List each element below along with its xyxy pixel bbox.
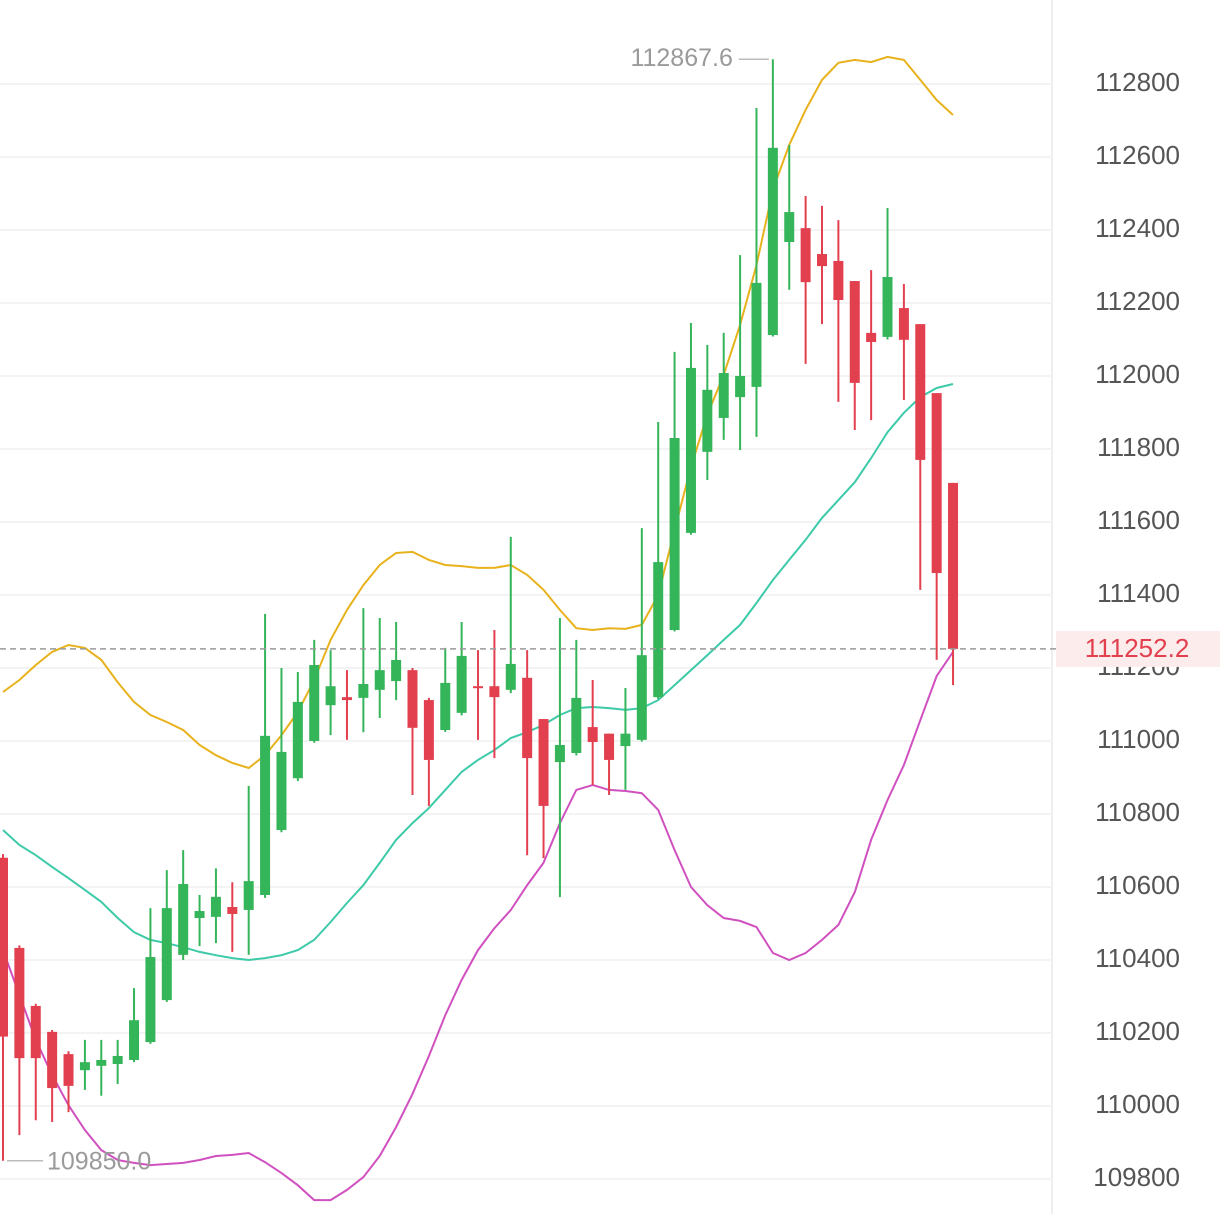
candle-body (882, 277, 893, 337)
candle-body (685, 367, 696, 533)
candle-body (898, 308, 909, 340)
y-tick-label: 112000 (1095, 359, 1180, 389)
candle-body (145, 957, 156, 1043)
candle-body (276, 751, 287, 831)
y-tick-label: 112800 (1095, 67, 1180, 97)
candle-body (391, 659, 402, 682)
candle-body (210, 896, 221, 917)
candle-body (948, 482, 959, 649)
y-tick-label: 109800 (1093, 1162, 1180, 1192)
candle-body (129, 1020, 140, 1060)
y-tick-label: 110800 (1095, 797, 1180, 827)
candle-body (587, 727, 598, 743)
candle-body (423, 700, 434, 760)
candle-body (735, 375, 746, 398)
max-label: 112867.6 (630, 44, 732, 72)
y-tick-label: 111600 (1097, 505, 1180, 535)
candle-body (30, 1005, 41, 1059)
candle-body (669, 438, 680, 630)
candle-body (571, 697, 582, 754)
candle-body (63, 1054, 74, 1086)
candle-body (866, 332, 877, 343)
candle-body (407, 670, 418, 728)
y-tick-label: 112600 (1095, 140, 1180, 170)
min-label: 109850.0 (47, 1147, 151, 1175)
y-tick-label: 110000 (1095, 1089, 1180, 1119)
candle-body (374, 670, 385, 690)
band-line (2, 55, 954, 770)
candle-body (833, 260, 844, 301)
y-tick-label: 111800 (1097, 432, 1180, 462)
candle-body (554, 744, 565, 763)
candle-body (751, 282, 762, 387)
candle-body (227, 907, 238, 914)
candle-body (620, 733, 631, 747)
candle-body (784, 212, 795, 242)
candle-body (47, 1031, 58, 1089)
candle-body (309, 665, 320, 741)
candle-body (456, 655, 467, 713)
candle-body (473, 686, 484, 689)
candle-body (849, 281, 860, 383)
candle-body (292, 701, 303, 779)
price-tag (1056, 630, 1220, 667)
candle-body (79, 1062, 90, 1071)
y-tick-label: 110400 (1095, 943, 1180, 973)
y-tick-label: 111000 (1097, 724, 1180, 754)
candle-body (817, 254, 827, 267)
candle-body (702, 389, 713, 452)
candle-body (604, 733, 615, 760)
candle-body (178, 884, 189, 955)
y-tick-label: 110600 (1095, 870, 1180, 900)
y-tick-label: 112200 (1095, 286, 1180, 316)
candle-body (800, 228, 811, 283)
y-tick-label: 111400 (1097, 578, 1180, 608)
candle-body (260, 735, 271, 895)
candle-body (325, 686, 336, 706)
band-line (2, 651, 954, 1202)
candle-body (538, 719, 549, 806)
candle-body (505, 663, 516, 690)
candle-body (0, 857, 8, 1037)
candle-body (14, 947, 25, 1059)
candle-body (161, 908, 172, 1001)
candle-body (489, 686, 500, 698)
candle-body (194, 911, 205, 918)
candle-body (653, 562, 664, 698)
candle-body (341, 697, 352, 701)
y-tick-label: 110200 (1095, 1016, 1180, 1046)
candle-body (112, 1055, 123, 1064)
candle-body (440, 682, 451, 731)
price-label: 111252.2 (1085, 633, 1190, 663)
candle-body (243, 881, 254, 910)
y-tick-label: 112400 (1095, 213, 1180, 243)
candle-body (636, 655, 647, 740)
candle-body (718, 373, 729, 418)
candle-body (96, 1059, 107, 1066)
candle-body (931, 393, 942, 574)
candle-body (358, 684, 369, 698)
candle-body (915, 324, 926, 460)
candle-body (522, 677, 533, 759)
band-line (2, 383, 954, 962)
candle-body (767, 147, 778, 336)
